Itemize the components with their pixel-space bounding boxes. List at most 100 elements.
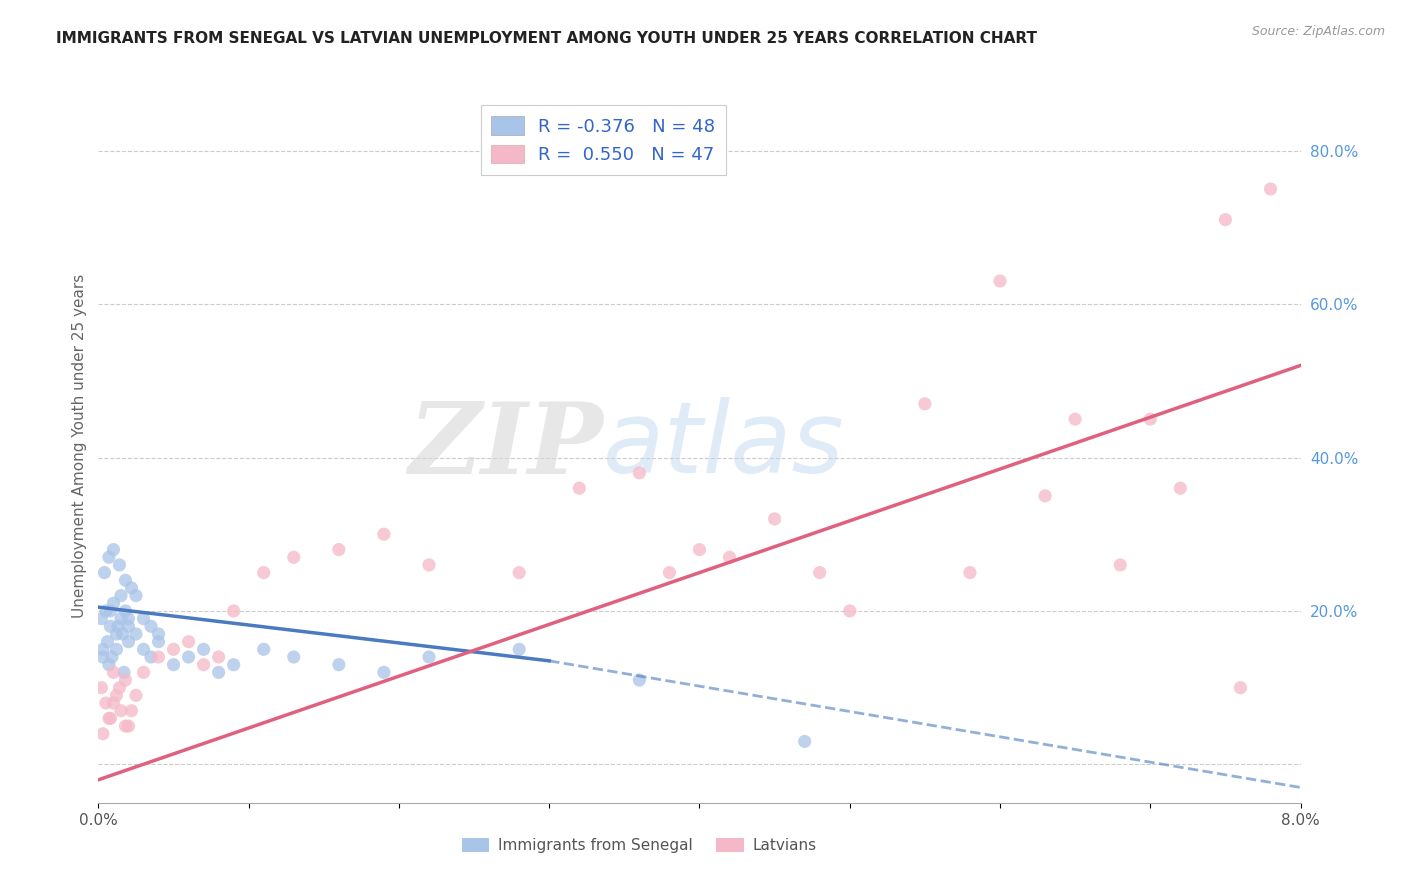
Point: [103, 542, 125, 557]
Point: [508, 642, 530, 657]
Point: [90, 681, 112, 695]
Point: [91, 727, 114, 741]
Point: [222, 604, 245, 618]
Point: [208, 650, 231, 665]
Text: Source: ZipAtlas.com: Source: ZipAtlas.com: [1251, 25, 1385, 38]
Point: [100, 711, 122, 725]
Point: [1229, 681, 1251, 695]
Point: [117, 634, 139, 648]
Point: [94, 604, 117, 618]
Point: [1064, 412, 1087, 426]
Point: [94, 696, 117, 710]
Point: [148, 627, 170, 641]
Point: [132, 665, 155, 680]
Point: [328, 657, 350, 672]
Point: [808, 566, 831, 580]
Point: [162, 642, 184, 657]
Point: [111, 627, 134, 641]
Point: [283, 650, 305, 665]
Point: [193, 642, 215, 657]
Point: [117, 612, 139, 626]
Point: [222, 657, 245, 672]
Point: [110, 589, 132, 603]
Point: [253, 642, 276, 657]
Point: [103, 596, 125, 610]
Point: [101, 650, 124, 665]
Point: [628, 466, 651, 480]
Point: [1168, 481, 1191, 495]
Point: [121, 581, 143, 595]
Point: [1215, 212, 1237, 227]
Point: [177, 650, 200, 665]
Point: [97, 657, 120, 672]
Point: [658, 566, 681, 580]
Legend: Immigrants from Senegal, Latvians: Immigrants from Senegal, Latvians: [456, 832, 823, 859]
Point: [97, 711, 120, 725]
Point: [1033, 489, 1056, 503]
Point: [763, 512, 786, 526]
Point: [373, 665, 395, 680]
Point: [418, 650, 440, 665]
Point: [793, 734, 815, 748]
Point: [689, 542, 711, 557]
Point: [100, 619, 122, 633]
Point: [103, 665, 125, 680]
Point: [100, 604, 122, 618]
Point: [283, 550, 305, 565]
Point: [988, 274, 1011, 288]
Point: [114, 604, 136, 618]
Point: [139, 619, 162, 633]
Point: [162, 657, 184, 672]
Point: [125, 589, 148, 603]
Point: [96, 634, 118, 648]
Point: [103, 696, 125, 710]
Point: [108, 681, 131, 695]
Point: [117, 619, 139, 633]
Point: [132, 612, 155, 626]
Point: [91, 650, 114, 665]
Y-axis label: Unemployment Among Youth under 25 years: Unemployment Among Youth under 25 years: [72, 274, 87, 618]
Point: [139, 650, 162, 665]
Point: [117, 719, 139, 733]
Point: [114, 719, 136, 733]
Point: [328, 542, 350, 557]
Point: [568, 481, 591, 495]
Point: [959, 566, 981, 580]
Point: [110, 704, 132, 718]
Point: [148, 650, 170, 665]
Point: [97, 550, 120, 565]
Point: [125, 689, 148, 703]
Point: [105, 627, 128, 641]
Point: [914, 397, 936, 411]
Point: [1109, 558, 1132, 572]
Point: [508, 566, 530, 580]
Point: [105, 689, 128, 703]
Point: [628, 673, 651, 687]
Point: [1139, 412, 1161, 426]
Text: atlas: atlas: [603, 398, 845, 494]
Point: [132, 642, 155, 657]
Point: [112, 665, 135, 680]
Point: [838, 604, 860, 618]
Text: ZIP: ZIP: [408, 398, 603, 494]
Point: [208, 665, 231, 680]
Point: [1260, 182, 1282, 196]
Point: [253, 566, 276, 580]
Point: [90, 612, 112, 626]
Text: IMMIGRANTS FROM SENEGAL VS LATVIAN UNEMPLOYMENT AMONG YOUTH UNDER 25 YEARS CORRE: IMMIGRANTS FROM SENEGAL VS LATVIAN UNEMP…: [56, 31, 1038, 46]
Point: [373, 527, 395, 541]
Point: [418, 558, 440, 572]
Point: [110, 612, 132, 626]
Point: [177, 634, 200, 648]
Point: [93, 566, 115, 580]
Point: [114, 673, 136, 687]
Point: [114, 574, 136, 588]
Point: [108, 558, 131, 572]
Point: [148, 634, 170, 648]
Point: [193, 657, 215, 672]
Point: [107, 619, 129, 633]
Point: [125, 627, 148, 641]
Point: [121, 704, 143, 718]
Point: [105, 642, 128, 657]
Point: [718, 550, 741, 565]
